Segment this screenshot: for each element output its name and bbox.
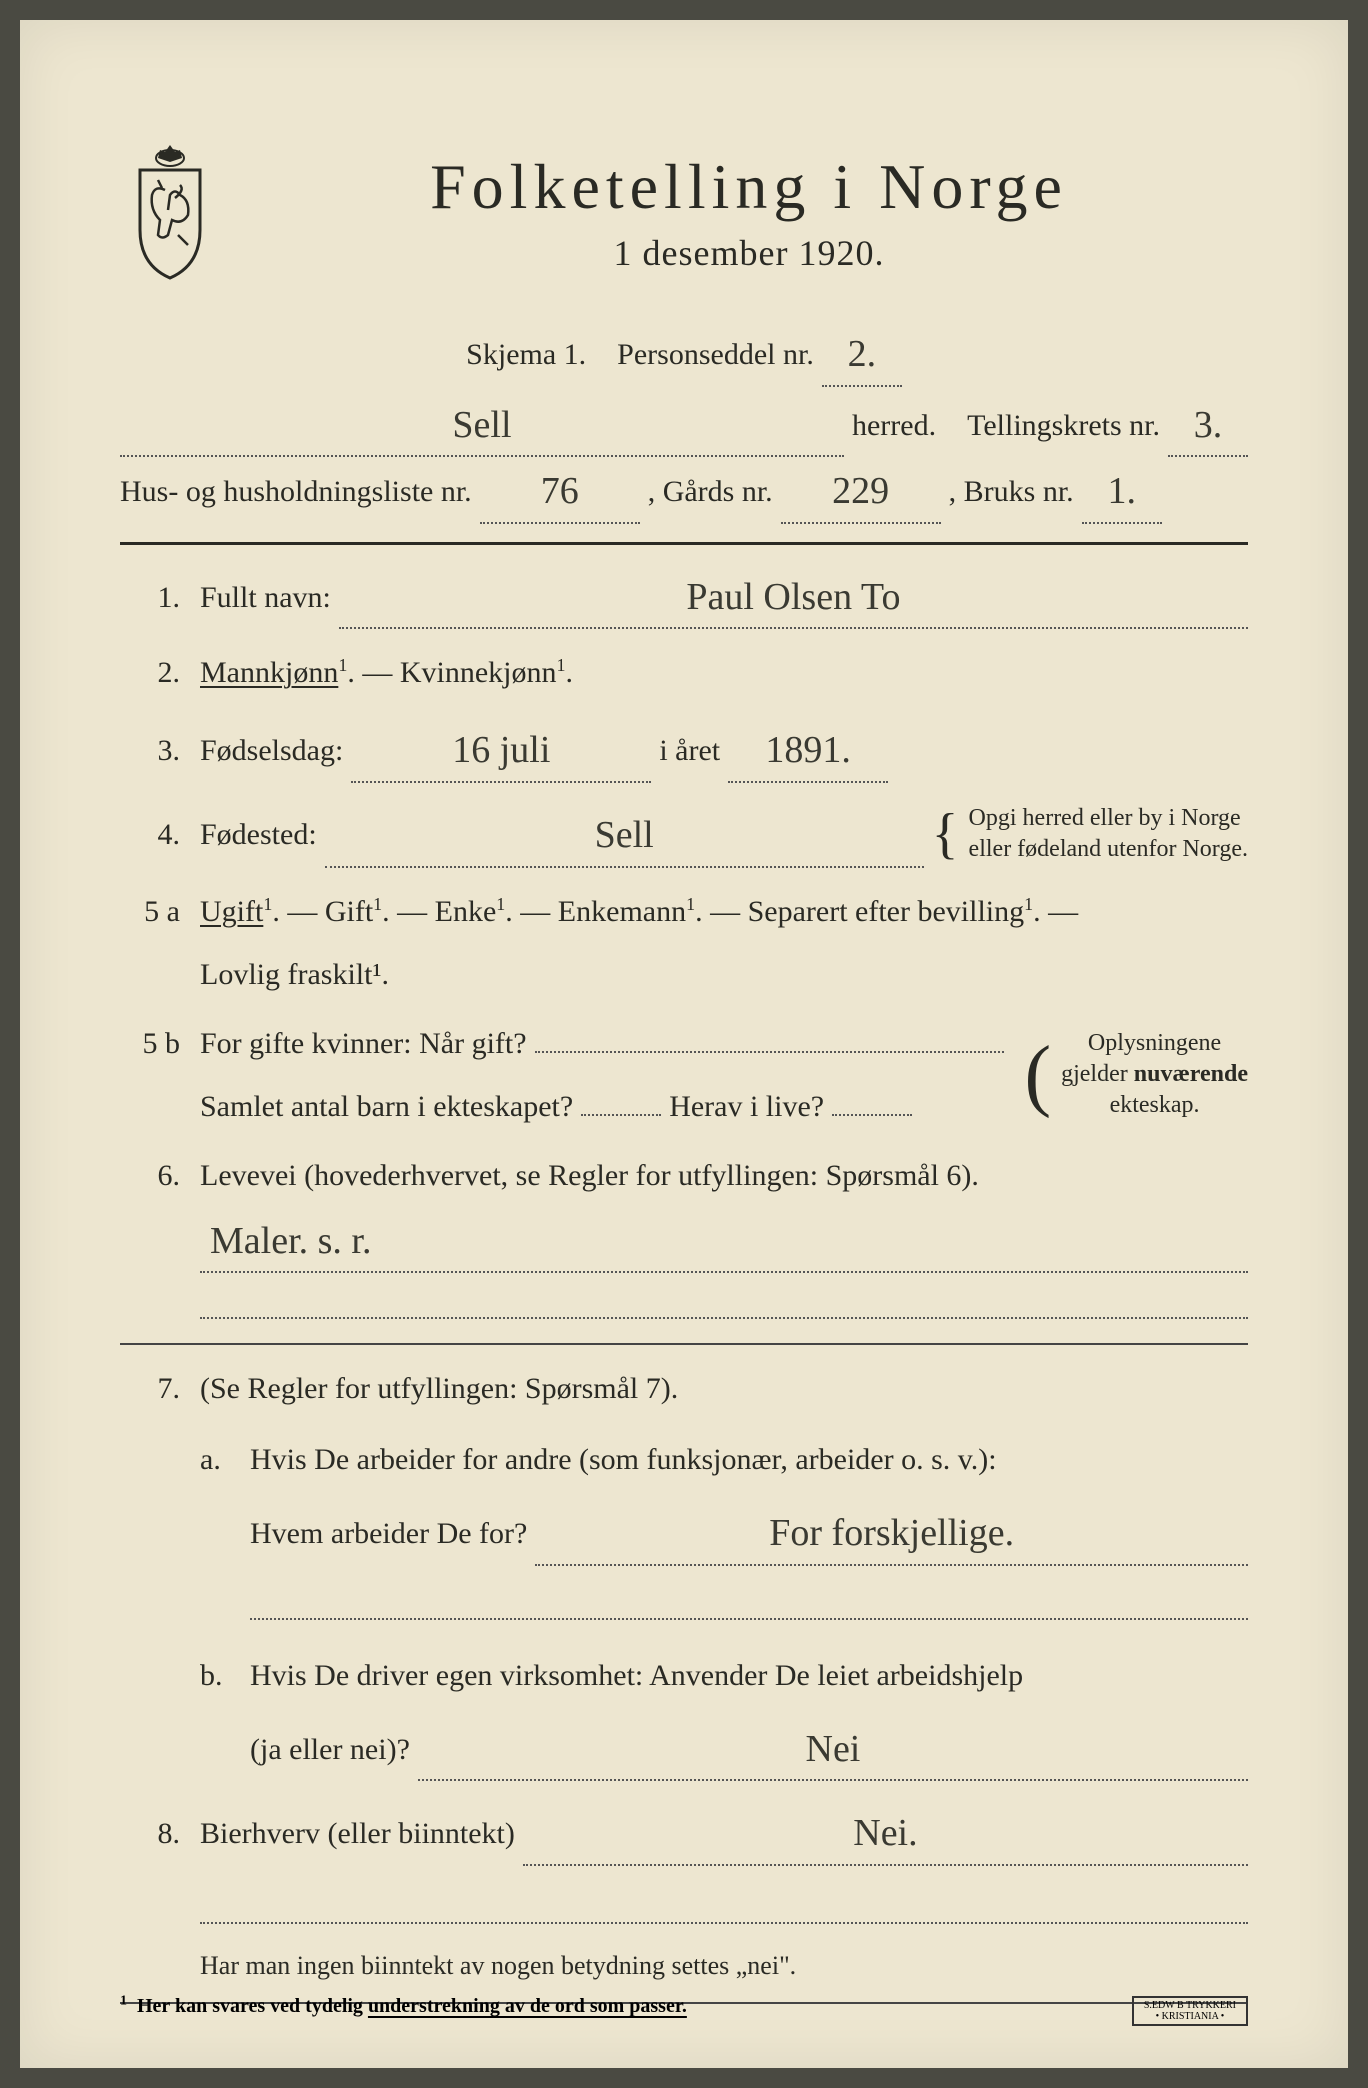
q4-note: { Opgi herred eller by i Norge eller fød… <box>932 803 1248 865</box>
q1-label: Fullt navn: <box>200 572 331 623</box>
bruks-nr: 1. <box>1107 470 1136 512</box>
q4-value: Sell <box>595 814 654 856</box>
herred-name: Sell <box>452 404 511 446</box>
q2-opt1: Mannkjønn <box>200 656 338 689</box>
bruks-label: , Bruks nr. <box>949 466 1074 517</box>
q8-label: Bierhverv (eller biinntekt) <box>200 1808 515 1859</box>
q4-num: 4. <box>120 809 180 860</box>
q7-label: (Se Regler for utfyllingen: Spørsmål 7). <box>200 1363 1248 1414</box>
printer-stamp: S.EDW B TRYKKERI • KRISTIANIA • <box>1132 1996 1248 2026</box>
q7a-text1: Hvis De arbeider for andre (som funksjon… <box>250 1434 1248 1485</box>
q7a-label: a. <box>200 1434 230 1626</box>
q7-num: 7. <box>120 1363 180 1414</box>
husliste-label: Hus- og husholdningsliste nr. <box>120 466 472 517</box>
document-page: Folketelling i Norge 1 desember 1920. Sk… <box>20 20 1348 2068</box>
tellingskrets-nr: 3. <box>1194 404 1223 446</box>
q3-label: Fødselsdag: <box>200 725 343 776</box>
skjema-label: Skjema 1. <box>466 329 586 380</box>
q3: 3. Fødselsdag: 16 juli i året 1891. <box>120 716 1248 783</box>
husliste-line: Hus- og husholdningsliste nr. 76 , Gårds… <box>120 457 1248 524</box>
q5a: 5 a Ugift1. — Gift1. — Enke1. — Enkemann… <box>120 886 1248 1000</box>
q5b-num: 5 b <box>120 1018 180 1069</box>
footnote: 1 Her kan svares ved tydelig understrekn… <box>120 1993 1248 2018</box>
personseddel-nr: 2. <box>848 333 877 375</box>
q2-num: 2. <box>120 647 180 698</box>
q3-day: 16 juli <box>452 729 550 771</box>
divider <box>120 1343 1248 1345</box>
q6-value: Maler. s. r. <box>210 1220 371 1262</box>
q7b-label: b. <box>200 1650 230 1782</box>
skjema-line: Skjema 1. Personseddel nr. 2. <box>120 320 1248 387</box>
q5b-l2a: Samlet antal barn i ekteskapet? <box>200 1081 573 1132</box>
footer: 1 Her kan svares ved tydelig understrekn… <box>120 1983 1248 2018</box>
coat-of-arms-icon <box>120 140 220 280</box>
tellingskrets-label: Tellingskrets nr. <box>967 400 1160 451</box>
foot-line1: Har man ingen biinntekt av nogen betydni… <box>200 1944 1248 1988</box>
header: Folketelling i Norge 1 desember 1920. <box>120 140 1248 280</box>
q2-opt2: Kvinnekjønn <box>400 656 557 689</box>
q6: 6. Levevei (hovederhvervet, se Regler fo… <box>120 1150 1248 1326</box>
q8-num: 8. <box>120 1808 180 1859</box>
q4-label: Fødested: <box>200 809 317 860</box>
herred-label: herred. <box>852 400 936 451</box>
q5b-note: ( Oplysningene gjelder nuværende ekteska… <box>1024 1028 1248 1122</box>
q3-num: 3. <box>120 725 180 776</box>
q2: 2. Mannkjønn1. — Kvinnekjønn1. <box>120 647 1248 698</box>
q7a-text2: Hvem arbeider De for? <box>250 1508 527 1559</box>
divider <box>120 542 1248 545</box>
q1-num: 1. <box>120 572 180 623</box>
q6-num: 6. <box>120 1150 180 1201</box>
q8: 8. Bierhverv (eller biinntekt) Nei. <box>120 1799 1248 1866</box>
q3-year: 1891. <box>765 729 851 771</box>
title-block: Folketelling i Norge 1 desember 1920. <box>250 140 1248 274</box>
q1: 1. Fullt navn: Paul Olsen To <box>120 563 1248 630</box>
q7b-text2: (ja eller nei)? <box>250 1724 410 1775</box>
q6-label: Levevei (hovederhvervet, se Regler for u… <box>200 1150 1248 1201</box>
q7b-text1: Hvis De driver egen virksomhet: Anvender… <box>250 1650 1248 1701</box>
gards-label: , Gårds nr. <box>648 466 773 517</box>
herred-line: Sell herred. Tellingskrets nr. 3. <box>120 391 1248 458</box>
q7b-value: Nei <box>806 1728 861 1770</box>
main-title: Folketelling i Norge <box>250 150 1248 224</box>
form-body: Skjema 1. Personseddel nr. 2. Sell herre… <box>120 320 1248 2004</box>
q3-mid: i året <box>659 725 720 776</box>
subtitle: 1 desember 1920. <box>250 232 1248 274</box>
q7a-value: For forskjellige. <box>769 1512 1014 1554</box>
q8-value: Nei. <box>853 1812 917 1854</box>
husliste-nr: 76 <box>541 470 579 512</box>
q1-value: Paul Olsen To <box>686 576 900 618</box>
q5b-l2b: Herav i live? <box>669 1081 824 1132</box>
gards-nr: 229 <box>832 470 889 512</box>
q5b-l1: For gifte kvinner: Når gift? <box>200 1018 527 1069</box>
personseddel-label: Personseddel nr. <box>617 329 814 380</box>
q5a-num: 5 a <box>120 886 180 937</box>
q5b: 5 b For gifte kvinner: Når gift? Samlet … <box>120 1018 1248 1132</box>
q5a-line2: Lovlig fraskilt¹. <box>200 949 1248 1000</box>
q4: 4. Fødested: Sell { Opgi herred eller by… <box>120 801 1248 868</box>
q7: 7. (Se Regler for utfyllingen: Spørsmål … <box>120 1363 1248 1781</box>
